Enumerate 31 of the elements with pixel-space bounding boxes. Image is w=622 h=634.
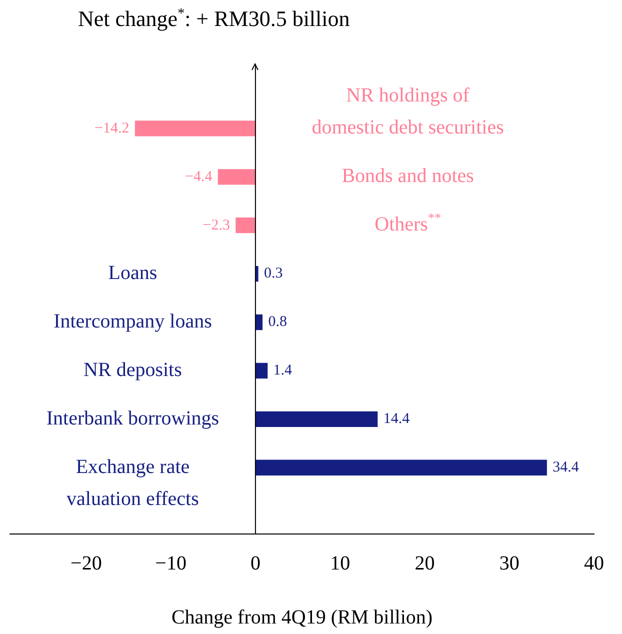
x-tick-label: 40 — [584, 552, 604, 574]
x-tick-label: −10 — [155, 552, 186, 574]
bar — [255, 362, 268, 379]
x-tick-label: 0 — [250, 552, 260, 574]
x-axis-title: Change from 4Q19 (RM billion) — [171, 606, 433, 628]
y-tick-label: Exchange rate valuation effects — [66, 456, 200, 510]
bar — [134, 120, 256, 136]
y-tick-label: NR holdings of domestic debt securities — [312, 84, 504, 139]
data-label: −4.4 — [184, 168, 213, 185]
y-tick-label: NR deposits — [84, 358, 182, 381]
bar — [218, 169, 256, 185]
bar — [236, 218, 256, 234]
y-tick-label: Others** — [374, 210, 441, 236]
data-label: −14.2 — [94, 120, 130, 136]
data-label: 14.4 — [383, 411, 410, 428]
chart-title: Net change$^{*}$: + RM30.5 billion — [78, 6, 350, 32]
bar — [255, 460, 547, 476]
y-tick-label: Interbank borrowings — [46, 407, 220, 430]
data-label: −2.3 — [202, 217, 230, 234]
y-tick-label: Loans — [108, 262, 158, 284]
y-tick-label: Intercompany loans — [54, 310, 212, 333]
x-tick-label: −20 — [70, 552, 102, 574]
y-tick-label: Bonds and notes — [342, 165, 474, 188]
data-label: 34.4 — [552, 460, 580, 476]
data-label: 0.3 — [264, 266, 283, 282]
bar — [255, 411, 378, 427]
data-label: 0.8 — [268, 314, 287, 330]
x-tick-label: 10 — [330, 552, 350, 574]
x-tick-label: 30 — [499, 552, 520, 574]
data-label: 1.4 — [273, 362, 293, 379]
x-tick-label: 20 — [414, 552, 435, 574]
